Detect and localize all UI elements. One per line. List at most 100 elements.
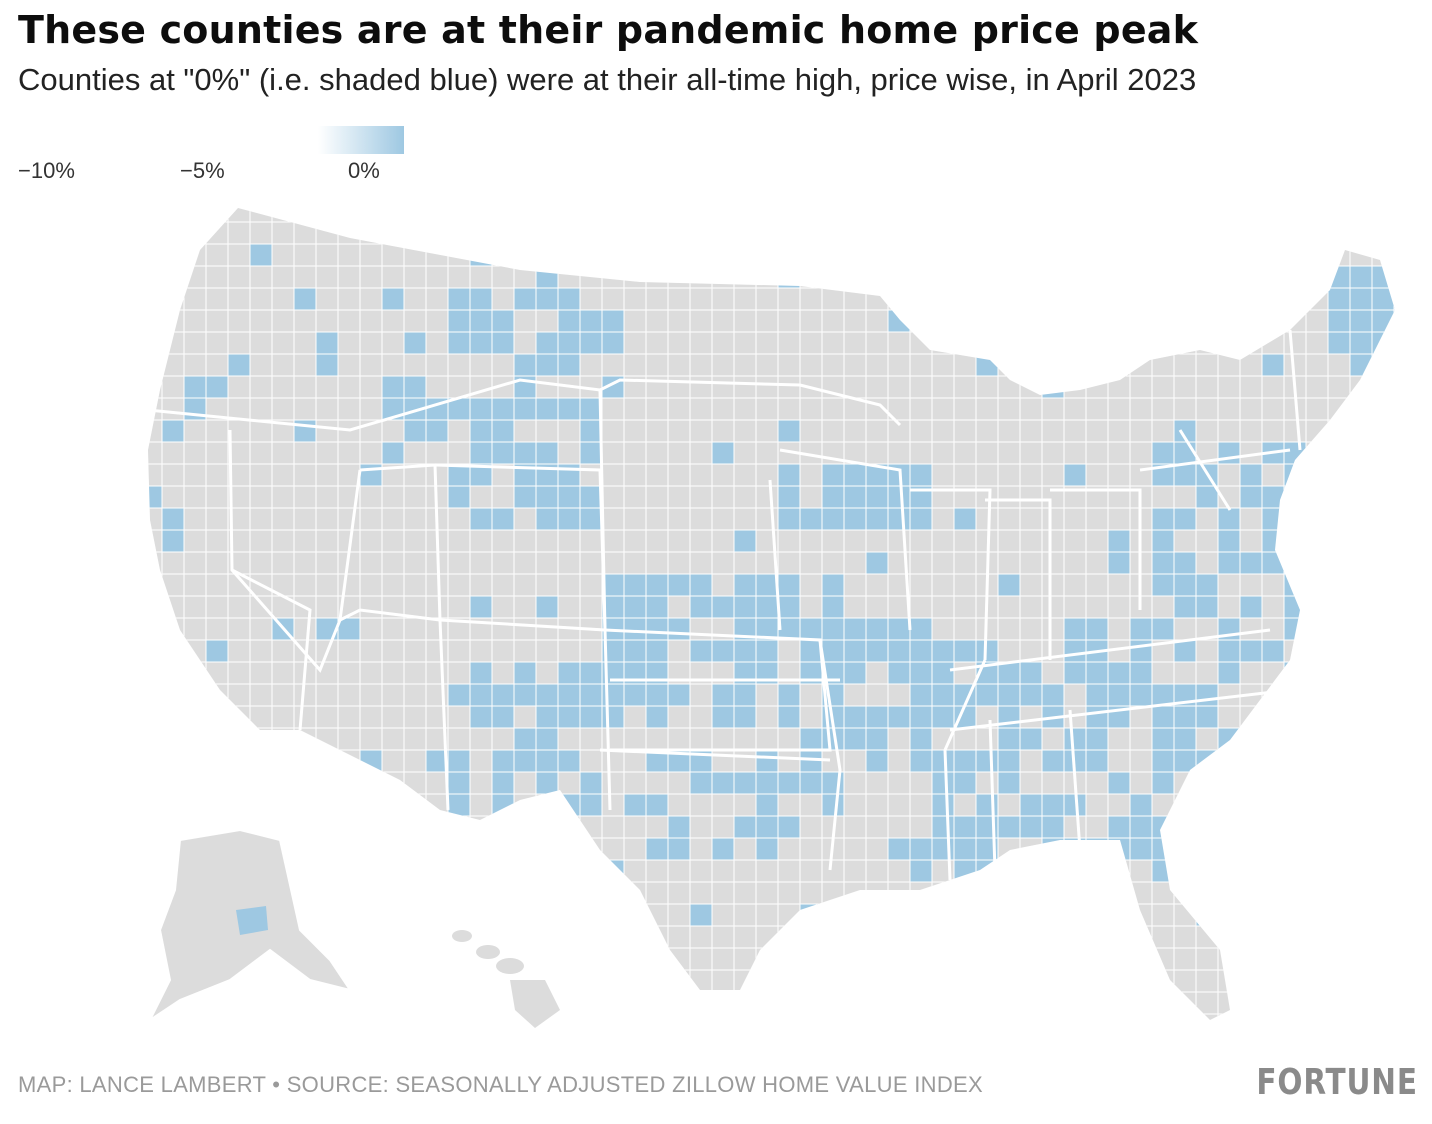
county-cell [689, 617, 713, 641]
county-cell [777, 529, 801, 553]
county-cell [513, 705, 537, 729]
county-cell [711, 441, 735, 465]
county-cell [843, 243, 867, 267]
county-cell [865, 243, 889, 267]
county-cell [183, 705, 207, 729]
county-cell [1041, 463, 1065, 487]
county-cell [315, 573, 339, 597]
county-cell [205, 221, 229, 245]
county-cell [513, 551, 537, 575]
county-cell [1063, 947, 1087, 971]
county-cell [1195, 419, 1219, 443]
county-cell [359, 595, 383, 619]
county-cell [711, 529, 735, 553]
county-cell [491, 749, 515, 773]
county-cell [1129, 991, 1153, 1015]
county-cell [909, 375, 933, 399]
county-cell [1151, 287, 1175, 311]
county-cell [601, 947, 625, 971]
county-cell [183, 441, 207, 465]
county-cell [733, 441, 757, 465]
county-cell [1063, 441, 1087, 465]
county-cell [887, 705, 911, 729]
county-cell [667, 947, 691, 971]
county-cell [337, 639, 361, 663]
county-cell [1195, 353, 1219, 377]
county-cell [1327, 969, 1351, 993]
county-cell [1283, 903, 1307, 927]
county-cell [1261, 287, 1285, 311]
county-cell [733, 331, 757, 355]
county-cell [799, 208, 823, 223]
county-cell [1217, 661, 1241, 685]
county-cell [953, 375, 977, 399]
county-cell [1107, 595, 1131, 619]
county-cell [1151, 485, 1175, 509]
county-cell [1393, 375, 1395, 399]
county-cell [557, 661, 581, 685]
county-cell [403, 969, 427, 993]
county-cell [1129, 749, 1153, 773]
county-cell [183, 727, 207, 751]
county-cell [1327, 463, 1351, 487]
county-cell [777, 507, 801, 531]
county-cell [755, 969, 779, 993]
county-cell [1085, 859, 1109, 883]
county-cell [1393, 529, 1395, 553]
county-cell [1239, 485, 1263, 509]
county-cell [667, 881, 691, 905]
county-cell [843, 661, 867, 685]
county-cell [1129, 265, 1153, 289]
county-cell [1217, 903, 1241, 927]
county-cell [491, 243, 515, 267]
county-cell [513, 815, 537, 839]
county-cell [975, 243, 999, 267]
county-cell [931, 441, 955, 465]
county-cell [777, 969, 801, 993]
county-cell [711, 859, 735, 883]
county-cell [271, 397, 295, 421]
county-cell [403, 331, 427, 355]
county-cell [1151, 749, 1175, 773]
county-cell [909, 771, 933, 795]
county-cell [733, 749, 757, 773]
county-cell [843, 1013, 867, 1020]
county-cell [161, 397, 185, 421]
county-cell [1371, 485, 1395, 509]
county-cell [997, 309, 1021, 333]
county-cell [1349, 441, 1373, 465]
county-cell [535, 617, 559, 641]
county-cell [1063, 727, 1087, 751]
county-cell [821, 617, 845, 641]
county-cell [909, 208, 933, 223]
county-cell [1371, 991, 1395, 1015]
county-cell [579, 639, 603, 663]
state-border-line [1288, 329, 1302, 451]
county-cell [1085, 991, 1109, 1015]
county-cell [733, 573, 757, 597]
county-cell [579, 507, 603, 531]
county-cell [469, 331, 493, 355]
county-cell [161, 771, 185, 795]
county-cell [337, 507, 361, 531]
county-cell [271, 221, 295, 245]
county-cell [447, 683, 471, 707]
county-cell [667, 507, 691, 531]
county-cell [1305, 727, 1329, 751]
county-cell [1173, 639, 1197, 663]
county-cell [667, 1013, 691, 1020]
county-cell [1195, 771, 1219, 795]
county-cell [1327, 551, 1351, 575]
county-cell [843, 727, 867, 751]
county-cell [148, 617, 163, 641]
county-cell [843, 375, 867, 399]
county-cell [1019, 925, 1043, 949]
county-cell [381, 375, 405, 399]
county-cell [843, 309, 867, 333]
county-cell [557, 287, 581, 311]
county-cell [337, 287, 361, 311]
county-cell [1195, 507, 1219, 531]
county-cell [1239, 859, 1263, 883]
county-cell [1305, 815, 1329, 839]
county-cell [249, 353, 273, 377]
